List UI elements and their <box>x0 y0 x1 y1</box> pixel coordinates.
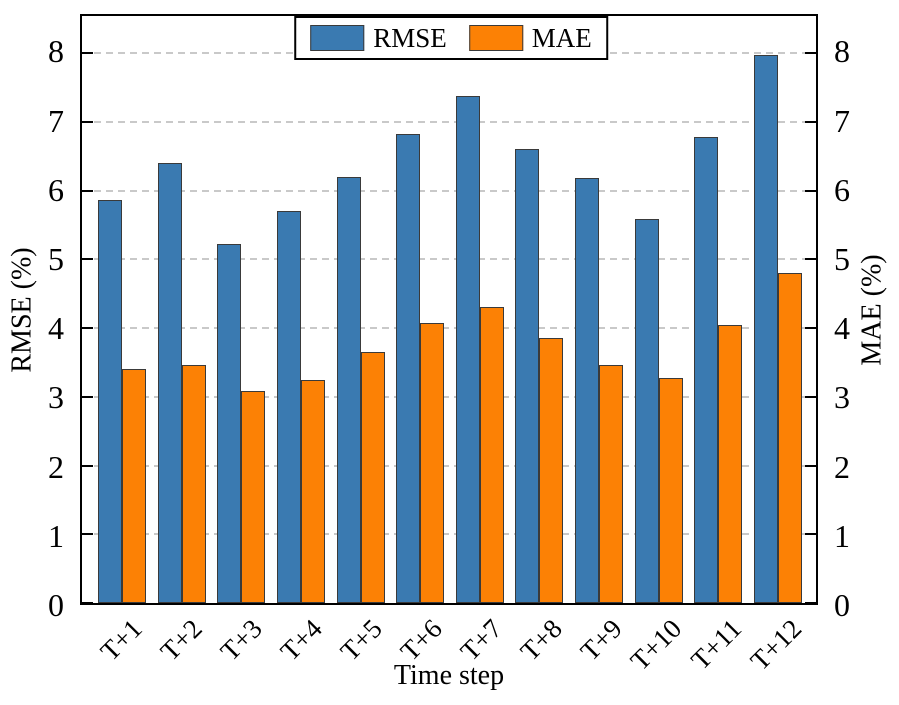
gridline-3 <box>82 395 816 398</box>
xtick-label-T+9: T+9 <box>574 613 628 667</box>
gridline-2 <box>82 464 816 467</box>
rmse-swatch <box>310 25 365 51</box>
right-tick-0 <box>805 602 816 604</box>
bar-group-T+11 <box>694 16 743 603</box>
xtick-label-T+6: T+6 <box>394 613 448 667</box>
left-tick-6 <box>82 189 93 192</box>
right-tick-6 <box>805 189 816 192</box>
left-tick-label-4: 4 <box>48 310 64 347</box>
xtick-label-T+1: T+1 <box>94 613 148 667</box>
left-tick-4 <box>82 327 93 330</box>
gridline-6 <box>82 189 816 192</box>
right-tick-label-7: 7 <box>834 102 850 139</box>
left-tick-8 <box>82 52 93 55</box>
bar-group-T+1 <box>98 16 146 603</box>
rmse-bar-T+6 <box>396 134 421 603</box>
left-tick-label-0: 0 <box>48 587 64 623</box>
bar-group-T+9 <box>575 16 623 603</box>
rmse-bar-T+1 <box>98 200 122 603</box>
mae-bar-T+1 <box>122 369 146 603</box>
bars-layer <box>82 16 816 603</box>
right-tick-label-0: 0 <box>834 587 850 623</box>
bar-group-T+7 <box>455 16 504 603</box>
bar-group-T+5 <box>336 16 385 603</box>
xtick-label-T+3: T+3 <box>214 613 268 667</box>
left-tick-7 <box>82 120 93 123</box>
x-axis-title: Time step <box>393 660 505 691</box>
rmse-bar-T+8 <box>515 148 540 603</box>
mae-bar-T+2 <box>181 365 206 603</box>
mae-swatch <box>468 25 523 51</box>
gridline-5 <box>82 258 816 261</box>
rmse-bar-T+11 <box>694 136 719 603</box>
right-tick-8 <box>805 52 816 55</box>
left-tick-label-5: 5 <box>48 240 64 277</box>
rmse-bar-T+5 <box>336 176 361 603</box>
right-tick-5 <box>805 258 816 261</box>
mae-bar-T+8 <box>539 337 564 603</box>
mae-bar-T+9 <box>599 365 623 603</box>
rmse-bar-T+4 <box>276 211 301 603</box>
xtick-label-T+4: T+4 <box>274 613 328 667</box>
left-tick-label-8: 8 <box>48 33 64 70</box>
bar-group-T+8 <box>515 16 564 603</box>
right-tick-label-3: 3 <box>834 379 850 416</box>
mae-bar-T+10 <box>658 378 683 603</box>
rmse-bar-T+2 <box>157 163 182 603</box>
rmse-legend-label: RMSE <box>373 23 447 53</box>
right-tick-label-4: 4 <box>834 310 850 347</box>
left-tick-3 <box>82 395 93 398</box>
bar-group-T+12 <box>753 16 802 603</box>
left-tick-0 <box>82 602 93 604</box>
right-tick-2 <box>805 464 816 467</box>
mae-bar-T+5 <box>360 352 385 603</box>
right-tick-label-5: 5 <box>834 240 850 277</box>
xtick-label-T+8: T+8 <box>514 613 568 667</box>
plot-area: RMSE MAE <box>80 14 818 605</box>
right-tick-1 <box>805 533 816 536</box>
right-tick-7 <box>805 120 816 123</box>
legend-item-mae: MAE <box>468 23 592 53</box>
rmse-bar-T+7 <box>455 95 480 603</box>
gridline-1 <box>82 533 816 536</box>
bar-group-T+4 <box>276 16 325 603</box>
left-tick-label-6: 6 <box>48 171 64 208</box>
legend: RMSE MAE <box>294 16 608 60</box>
mae-bar-T+4 <box>300 379 325 603</box>
right-tick-label-1: 1 <box>834 517 850 554</box>
mae-bar-T+7 <box>479 307 504 603</box>
rmse-bar-T+9 <box>575 178 599 603</box>
mae-legend-label: MAE <box>531 23 592 53</box>
legend-item-rmse: RMSE <box>310 24 447 52</box>
bar-group-T+10 <box>634 16 683 603</box>
bar-group-T+6 <box>396 16 445 603</box>
left-tick-label-7: 7 <box>48 102 64 139</box>
rmse-bar-T+3 <box>217 243 242 603</box>
right-tick-3 <box>805 395 816 398</box>
left-tick-label-1: 1 <box>48 517 64 554</box>
mae-bar-T+11 <box>718 324 743 603</box>
right-tick-label-2: 2 <box>834 448 850 485</box>
right-tick-4 <box>805 327 816 330</box>
mae-bar-T+6 <box>420 322 445 603</box>
right-tick-label-8: 8 <box>834 33 850 70</box>
left-tick-label-2: 2 <box>48 448 64 485</box>
rmse-bar-T+12 <box>753 55 778 603</box>
xtick-label-T+5: T+5 <box>334 613 388 667</box>
rmse-bar-T+10 <box>634 218 659 603</box>
mae-bar-T+12 <box>777 273 802 603</box>
left-tick-label-3: 3 <box>48 379 64 416</box>
xtick-label-T+2: T+2 <box>154 613 208 667</box>
xtick-label-T+7: T+7 <box>454 613 508 667</box>
mae-bar-T+3 <box>241 390 266 603</box>
gridline-4 <box>82 327 816 330</box>
bar-group-T+2 <box>157 16 206 603</box>
bar-group-T+3 <box>217 16 266 603</box>
right-tick-label-6: 6 <box>834 171 850 208</box>
gridline-7 <box>82 120 816 123</box>
left-tick-2 <box>82 464 93 467</box>
left-tick-1 <box>82 533 93 536</box>
left-tick-5 <box>82 258 93 261</box>
